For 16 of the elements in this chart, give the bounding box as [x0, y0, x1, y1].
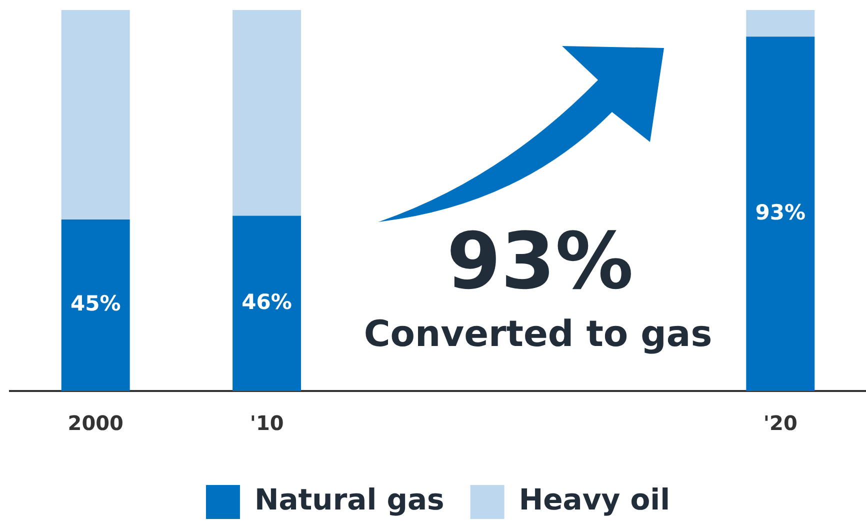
data-label: 93% — [755, 200, 806, 224]
x-tick-label: 2000 — [68, 411, 124, 436]
x-tick-label: '10 — [250, 411, 284, 436]
legend-label: Heavy oil — [518, 482, 670, 517]
bar — [746, 10, 815, 37]
annotation: 93% — [446, 217, 634, 307]
data-label: 45% — [70, 292, 121, 316]
bar — [232, 10, 302, 216]
bar — [232, 216, 302, 391]
x-tick-label: '20 — [763, 411, 798, 436]
bar — [61, 10, 130, 220]
annotation: Converted to gas — [364, 314, 712, 355]
data-label: 46% — [242, 290, 292, 314]
bar — [746, 36, 815, 391]
bar — [61, 220, 130, 391]
legend-label: Natural gas — [254, 482, 444, 517]
